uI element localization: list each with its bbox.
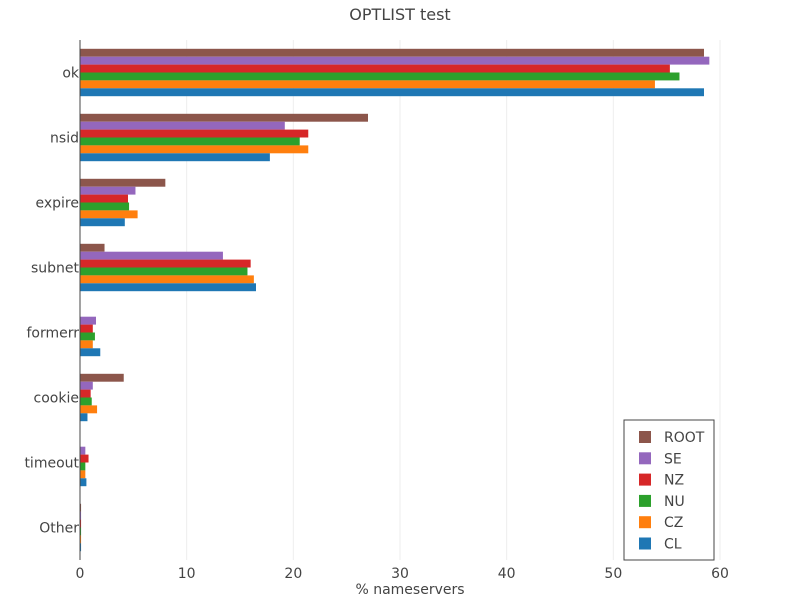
chart-title: OPTLIST test [349, 5, 450, 24]
bar-cl-timeout [80, 478, 87, 487]
bar-cl-other [80, 543, 82, 552]
bar-root-subnet [80, 243, 105, 252]
bar-cl-nsid [80, 153, 270, 162]
bar-cz-expire [80, 210, 138, 219]
bar-root-other [80, 503, 82, 512]
bar-se-expire [80, 186, 136, 195]
bar-se-other [80, 511, 82, 520]
legend-label: NU [664, 494, 685, 510]
bar-nu-timeout [80, 462, 86, 471]
bar-nz-nsid [80, 129, 309, 138]
x-tick-label: 50 [604, 566, 622, 582]
bar-cz-nsid [80, 145, 309, 154]
y-tick-label: cookie [34, 391, 79, 407]
legend-box [623, 419, 715, 561]
bar-cl-expire [80, 218, 125, 227]
bar-cl-ok [80, 88, 704, 97]
legend-swatch [639, 537, 651, 550]
bar-cz-formerr [80, 340, 93, 349]
bar-se-ok [80, 56, 710, 65]
bar-cl-subnet [80, 283, 256, 292]
bar-cz-subnet [80, 275, 254, 284]
bar-nz-other [80, 519, 82, 528]
bar-se-subnet [80, 251, 223, 260]
bar-se-formerr [80, 316, 96, 325]
legend-swatch [639, 516, 651, 529]
x-tick-label: 40 [498, 566, 516, 582]
y-tick-label: expire [36, 196, 80, 212]
bar-cz-timeout [80, 470, 86, 479]
x-tick-label: 10 [178, 566, 196, 582]
legend-label: NZ [664, 473, 684, 489]
x-tick-label: 0 [76, 566, 85, 582]
bars [80, 48, 710, 552]
x-axis-title: % nameservers [355, 582, 464, 598]
y-tick-label: Other [39, 521, 79, 537]
bar-root-ok [80, 48, 704, 57]
legend-swatch [639, 473, 651, 486]
bar-nu-cookie [80, 397, 92, 406]
bar-root-expire [80, 178, 166, 187]
legend-swatch [639, 431, 651, 443]
bar-cl-formerr [80, 348, 101, 357]
bar-nz-expire [80, 194, 128, 203]
bar-nz-formerr [80, 324, 93, 333]
y-axis: ok nsid expire subnet formerr cookie timeout Ot… [24, 40, 81, 560]
y-tick-label: subnet [31, 261, 80, 277]
bar-cz-ok [80, 80, 655, 89]
bar-se-cookie [80, 381, 93, 390]
legend: ROOT SE NZ NU CZ CL [623, 419, 715, 561]
y-tick-label: nsid [50, 131, 79, 147]
bar-nu-subnet [80, 267, 248, 276]
legend-label: SE [664, 451, 682, 467]
bar-nz-subnet [80, 259, 251, 268]
bar-nu-formerr [80, 332, 95, 341]
legend-swatch [639, 494, 651, 507]
bar-nu-other [80, 527, 82, 536]
legend-label: CL [664, 537, 682, 553]
bar-cz-other [80, 535, 82, 544]
grid [186, 40, 721, 560]
x-tick-label: 20 [284, 566, 302, 582]
bar-root-nsid [80, 113, 368, 122]
bar-root-cookie [80, 373, 124, 382]
legend-label: CZ [664, 515, 683, 531]
bar-cz-cookie [80, 405, 98, 414]
bar-nu-expire [80, 202, 130, 211]
bar-cl-cookie [80, 413, 88, 422]
bar-se-timeout [80, 446, 86, 455]
bar-nu-ok [80, 72, 680, 81]
y-tick-label: formerr [26, 326, 79, 342]
legend-label: ROOT [664, 430, 705, 446]
bar-nu-nsid [80, 137, 300, 146]
x-tick-label: 30 [391, 566, 409, 582]
bar-nz-cookie [80, 389, 91, 398]
x-tick-label: 60 [711, 566, 729, 582]
bar-nz-timeout [80, 454, 89, 463]
bar-nz-ok [80, 64, 670, 73]
y-tick-label: timeout [24, 456, 79, 472]
x-axis: 0 10 20 30 40 50 60 [76, 566, 729, 582]
bar-se-nsid [80, 121, 285, 130]
legend-swatch [639, 452, 651, 465]
y-tick-label: ok [62, 66, 80, 82]
